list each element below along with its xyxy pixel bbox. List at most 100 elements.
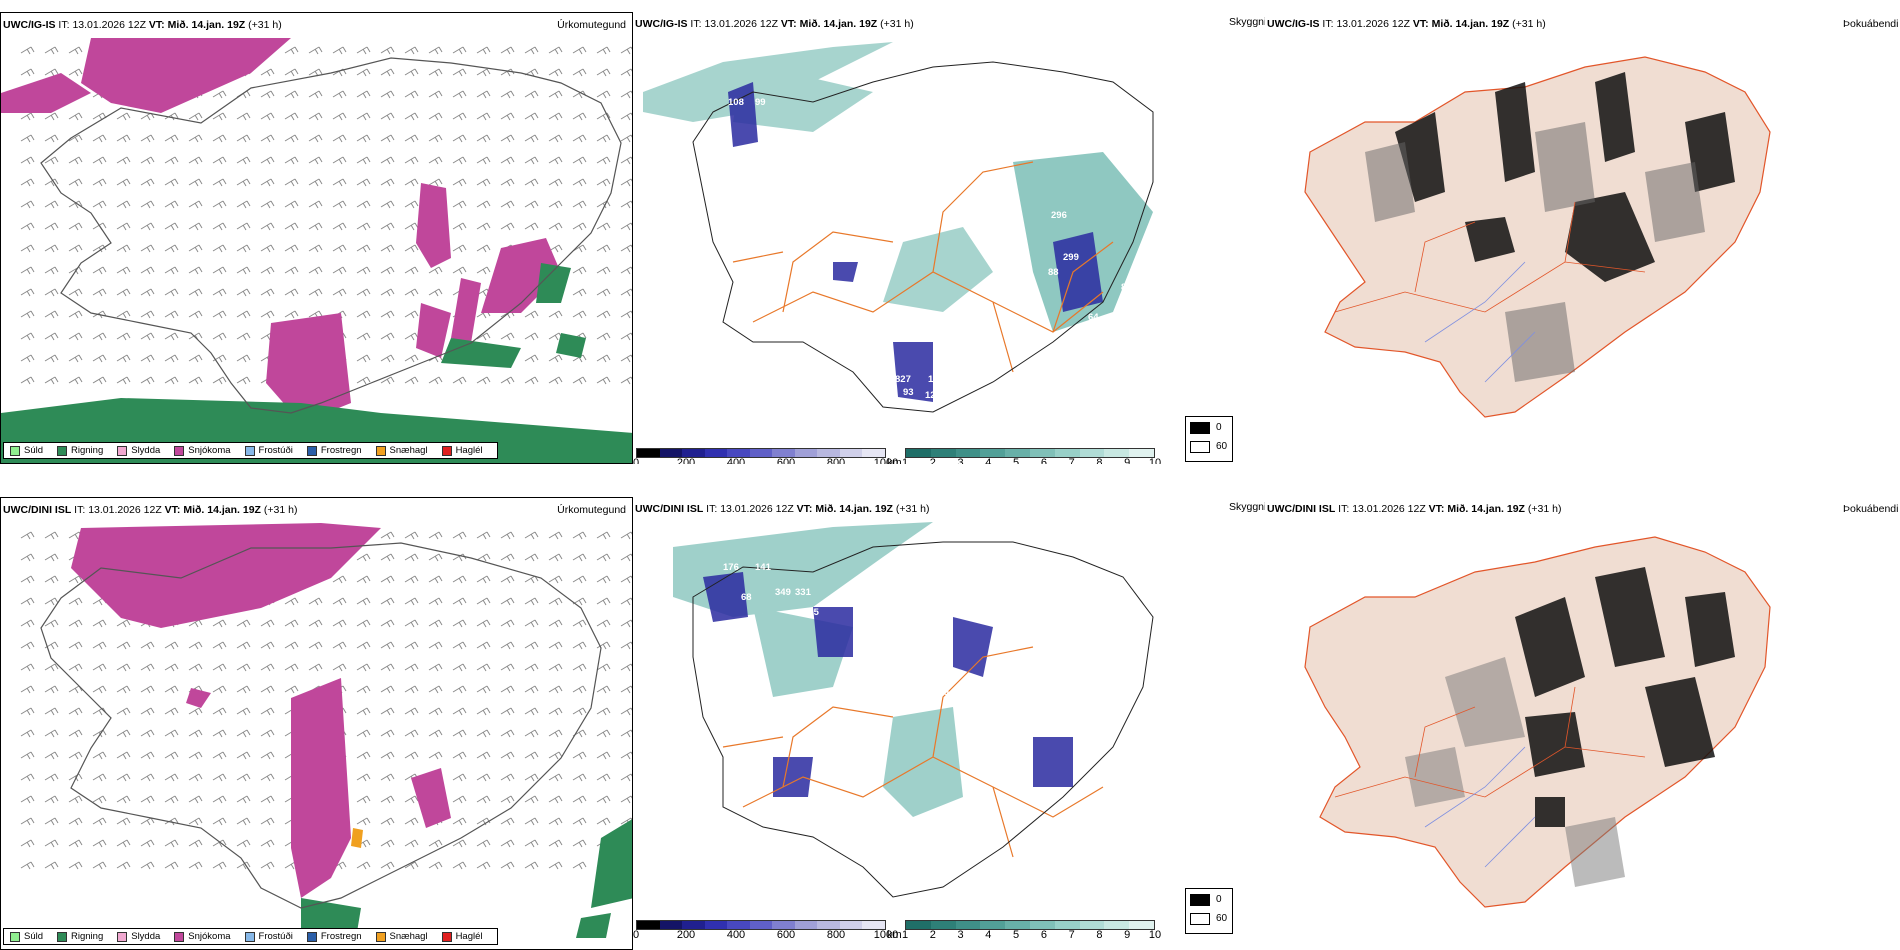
legend-item: Snjókoma bbox=[174, 931, 231, 942]
legend-item: Súld bbox=[10, 445, 43, 456]
colorbar-tick: 1 bbox=[901, 457, 909, 464]
precip-panel-row2: UWC/DINI ISL IT: 13.01.2026 12Z VT: Mið.… bbox=[0, 497, 633, 950]
panel-header: UWC/DINI ISL IT: 13.01.2026 12Z VT: Mið.… bbox=[1267, 503, 1562, 515]
panel-type-label: Skyggni bbox=[1229, 501, 1265, 513]
colorbar-tick: 600 bbox=[776, 929, 796, 941]
visibility-colorbar: km 1 2 3 4 5 6 7 8 9 10 bbox=[887, 920, 1161, 941]
cloud-base-value: 89 bbox=[841, 682, 852, 693]
cloud-base-value: 37 bbox=[923, 871, 934, 882]
fog-map bbox=[1304, 56, 1771, 418]
panel-type-label: Úrkomutegund bbox=[557, 19, 626, 31]
cloud-base-value: 68 bbox=[741, 592, 752, 603]
colorbar-tick: 4 bbox=[985, 929, 992, 941]
colorbar-tick: 1000 bbox=[873, 457, 899, 464]
cloud-base-value: 33 bbox=[878, 162, 889, 173]
cloud-base-value: 141 bbox=[755, 562, 771, 573]
legend-item: Haglél bbox=[441, 445, 483, 456]
iceland-outline bbox=[40, 57, 622, 414]
panel-type-label: Úrkomutegund bbox=[557, 504, 626, 516]
cloud-base-value: 84 bbox=[1099, 797, 1110, 808]
snow-area bbox=[1, 38, 561, 423]
panel-header: UWC/DINI ISL IT: 13.01.2026 12Z VT: Mið.… bbox=[635, 503, 930, 515]
cloud-base-value: 139 bbox=[791, 278, 807, 289]
panel-header: UWC/IG-IS IT: 13.01.2026 12Z VT: Mið. 14… bbox=[3, 19, 282, 31]
fog-map bbox=[1304, 536, 1771, 908]
legend-item: Snæhagl bbox=[375, 931, 428, 942]
colorbar-tick: 9 bbox=[1124, 929, 1131, 941]
panel-header: UWC/DINI ISL IT: 13.01.2026 12Z VT: Mið.… bbox=[3, 504, 298, 516]
cloud-base-value: 212 bbox=[935, 567, 951, 578]
fog-scale: 0 60 bbox=[1185, 888, 1233, 934]
cloud-base-value: 81 bbox=[1121, 282, 1132, 293]
wind-barbs bbox=[20, 531, 632, 870]
legend-item: Súld bbox=[10, 931, 43, 942]
colorbar-tick: 1 bbox=[901, 929, 909, 941]
colorbar-tick: 0 bbox=[633, 929, 640, 941]
fog-panel-row2: UWC/DINI ISL IT: 13.01.2026 12Z VT: Mið.… bbox=[1265, 497, 1900, 950]
legend-item: Frostregn bbox=[306, 931, 362, 942]
cloud-base-value: 64 bbox=[1088, 312, 1099, 323]
cloud-base-value: 145 bbox=[803, 607, 819, 618]
cloud-base-value: 129 bbox=[933, 687, 949, 698]
cloud-base-value: 90 bbox=[721, 134, 732, 145]
colorbar-tick: 2 bbox=[929, 929, 936, 941]
legend-item: Rigning bbox=[57, 445, 103, 456]
colorbar-tick: 8 bbox=[1096, 929, 1103, 941]
panel-type-label: Skyggni bbox=[1229, 16, 1265, 28]
rain-area bbox=[1, 263, 632, 463]
legend-item: Snæhagl bbox=[375, 445, 428, 456]
colorbar-tick: 200 bbox=[676, 457, 696, 464]
cloud-base-value: 277 bbox=[761, 134, 777, 145]
colorbar-tick: 400 bbox=[726, 457, 746, 464]
colorbar-tick: 6 bbox=[1040, 457, 1047, 464]
panel-type-label: Þokuábendi bbox=[1843, 18, 1899, 30]
precip-legend: Súld Rigning Slydda Snjókoma Frostúði Fr… bbox=[3, 928, 498, 945]
legend-item: Rigning bbox=[57, 931, 103, 942]
visibility-colorbar: km 1 2 3 4 5 6 7 8 9 10 bbox=[887, 448, 1161, 464]
precip-panel-row1: UWC/IG-IS IT: 13.01.2026 12Z VT: Mið. 14… bbox=[0, 12, 633, 464]
colorbar-tick: 9 bbox=[1124, 457, 1131, 464]
legend-item: Frostregn bbox=[306, 445, 362, 456]
cloud-base-value: 123 bbox=[925, 390, 941, 401]
colorbar-tick: 10 bbox=[1148, 929, 1162, 941]
cloud-map bbox=[643, 42, 1154, 413]
legend-item: Snjókoma bbox=[174, 445, 231, 456]
colorbar-tick: 4 bbox=[985, 457, 992, 464]
cloud-base-value: 79 bbox=[1088, 357, 1099, 368]
cloud-base-value: 176 bbox=[723, 562, 739, 573]
legend-item: Haglél bbox=[441, 931, 483, 942]
panel-type-label: Þokuábendi bbox=[1843, 503, 1899, 515]
colorbar-tick: 5 bbox=[1013, 929, 1020, 941]
colorbar-tick: 400 bbox=[726, 929, 746, 941]
cloud-base-value: 331 bbox=[795, 587, 811, 598]
colorbar-tick: 7 bbox=[1068, 929, 1075, 941]
cloud-base-value: 83 bbox=[1085, 817, 1096, 828]
legend-item: Frostúði bbox=[244, 931, 293, 942]
cloud-base-value: 145 bbox=[908, 679, 924, 690]
legend-item: Slydda bbox=[117, 445, 160, 456]
panel-header: UWC/IG-IS IT: 13.01.2026 12Z VT: Mið. 14… bbox=[1267, 18, 1546, 30]
cloud-base-value: 150 bbox=[928, 374, 944, 385]
fog-scale: 0 60 bbox=[1185, 416, 1233, 462]
cloud-base-value: 299 bbox=[1063, 252, 1079, 263]
colorbar-tick: 2 bbox=[929, 457, 936, 464]
cloud-base-value: 81 bbox=[988, 907, 999, 918]
precip-map bbox=[1, 38, 632, 463]
colorbar-tick: 200 bbox=[676, 929, 696, 941]
colorbar-tick: 5 bbox=[1013, 457, 1020, 464]
colorbar-tick: 600 bbox=[776, 457, 796, 464]
cloud-base-value: 250 bbox=[1145, 282, 1161, 293]
colorbar-tick: 3 bbox=[957, 929, 964, 941]
cloud-base-value: 72 bbox=[1078, 324, 1089, 335]
legend-item: Slydda bbox=[117, 931, 160, 942]
cloud-base-value: 827 bbox=[895, 374, 911, 385]
cloud-base-value: 108 bbox=[728, 97, 744, 108]
precip-map bbox=[20, 523, 632, 943]
cloud-base-value: 14 bbox=[1053, 837, 1064, 848]
fog-panel-row1: UWC/IG-IS IT: 13.01.2026 12Z VT: Mið. 14… bbox=[1265, 12, 1900, 464]
legend-item: Frostúði bbox=[244, 445, 293, 456]
panel-header: UWC/IG-IS IT: 13.01.2026 12Z VT: Mið. 14… bbox=[635, 18, 914, 30]
colorbar-tick: 800 bbox=[826, 457, 846, 464]
cloud-panel-row2: UWC/DINI ISL IT: 13.01.2026 12Z VT: Mið.… bbox=[633, 497, 1265, 950]
